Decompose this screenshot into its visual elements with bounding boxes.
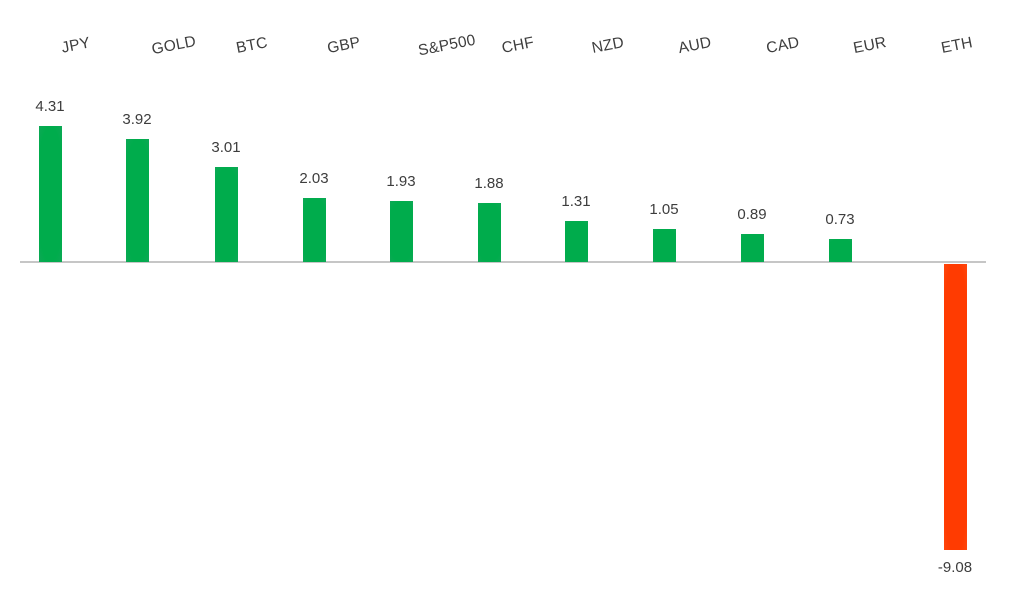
bar-jpy <box>38 126 62 262</box>
value-label-chf: 1.88 <box>474 175 504 192</box>
value-label-eur: 0.73 <box>825 211 855 228</box>
bar-btc <box>214 167 238 262</box>
x-axis-line <box>20 261 986 263</box>
bar-chf <box>477 203 501 262</box>
value-label-sp500: 1.93 <box>386 173 416 190</box>
value-label-gbp: 2.03 <box>299 170 329 187</box>
bar-eur <box>828 239 852 262</box>
value-label-btc: 3.01 <box>211 139 241 156</box>
value-label-cad: 0.89 <box>737 206 767 223</box>
bar-gold <box>125 139 149 262</box>
bar-cad <box>740 234 764 262</box>
value-label-aud: 1.05 <box>649 201 679 218</box>
value-label-nzd: 1.31 <box>561 193 591 210</box>
value-label-eth: -9.08 <box>937 559 973 576</box>
bar-nzd <box>564 221 588 262</box>
bar-sp500 <box>389 201 413 262</box>
value-label-gold: 3.92 <box>122 111 152 128</box>
bar-gbp <box>302 198 326 262</box>
value-label-jpy: 4.31 <box>35 98 65 115</box>
bar-eth <box>943 264 967 550</box>
bar-aud <box>652 229 676 262</box>
